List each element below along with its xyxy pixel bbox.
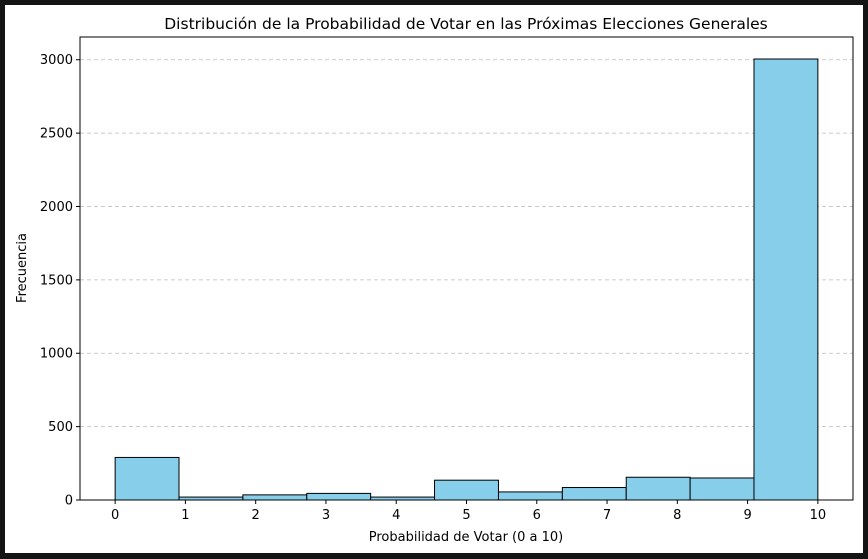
figure: Distribución de la Probabilidad de Votar… xyxy=(5,5,863,553)
x-tick-label: 10 xyxy=(810,508,827,523)
bars xyxy=(114,58,819,501)
x-tick-label: 7 xyxy=(603,508,611,523)
histogram-bar xyxy=(242,494,308,501)
y-axis-label: Frecuencia xyxy=(15,233,30,303)
x-tick-label: 9 xyxy=(743,508,751,523)
histogram-bar xyxy=(561,487,627,501)
histogram-bar xyxy=(306,492,372,501)
x-tick-label: 0 xyxy=(111,508,119,523)
histogram-bar xyxy=(753,58,819,501)
histogram-chart: Distribución de la Probabilidad de Votar… xyxy=(15,15,854,545)
x-tick-label: 2 xyxy=(252,508,260,523)
x-tick-label: 6 xyxy=(533,508,541,523)
grid-lines xyxy=(80,59,853,501)
x-tick-label: 4 xyxy=(392,508,400,523)
chart-title: Distribución de la Probabilidad de Votar… xyxy=(164,15,768,33)
y-tick-label: 2500 xyxy=(40,127,73,142)
y-tick-label: 1000 xyxy=(40,347,73,362)
x-axis-label: Probabilidad de Votar (0 a 10) xyxy=(369,530,563,545)
y-tick-label: 2000 xyxy=(40,200,73,215)
histogram-bar xyxy=(434,479,499,501)
histogram-bar xyxy=(497,491,563,501)
y-tick-label: 500 xyxy=(48,420,73,435)
x-tick-label: 8 xyxy=(673,508,681,523)
x-tick-label: 1 xyxy=(181,508,189,523)
x-tick-label: 3 xyxy=(322,508,330,523)
histogram-bar xyxy=(114,456,180,501)
histogram-bar xyxy=(689,477,755,501)
histogram-bar xyxy=(625,476,691,501)
plot-frame xyxy=(79,36,854,501)
y-tick-label: 0 xyxy=(65,494,73,509)
y-axis-ticks: 0 500 1000 1500 2000 2500 3000 xyxy=(40,53,80,509)
y-tick-label: 3000 xyxy=(40,53,73,68)
x-tick-label: 5 xyxy=(462,508,470,523)
x-axis-ticks: 0 1 2 3 4 5 6 7 8 9 10 xyxy=(111,500,826,523)
y-tick-label: 1500 xyxy=(40,273,73,288)
